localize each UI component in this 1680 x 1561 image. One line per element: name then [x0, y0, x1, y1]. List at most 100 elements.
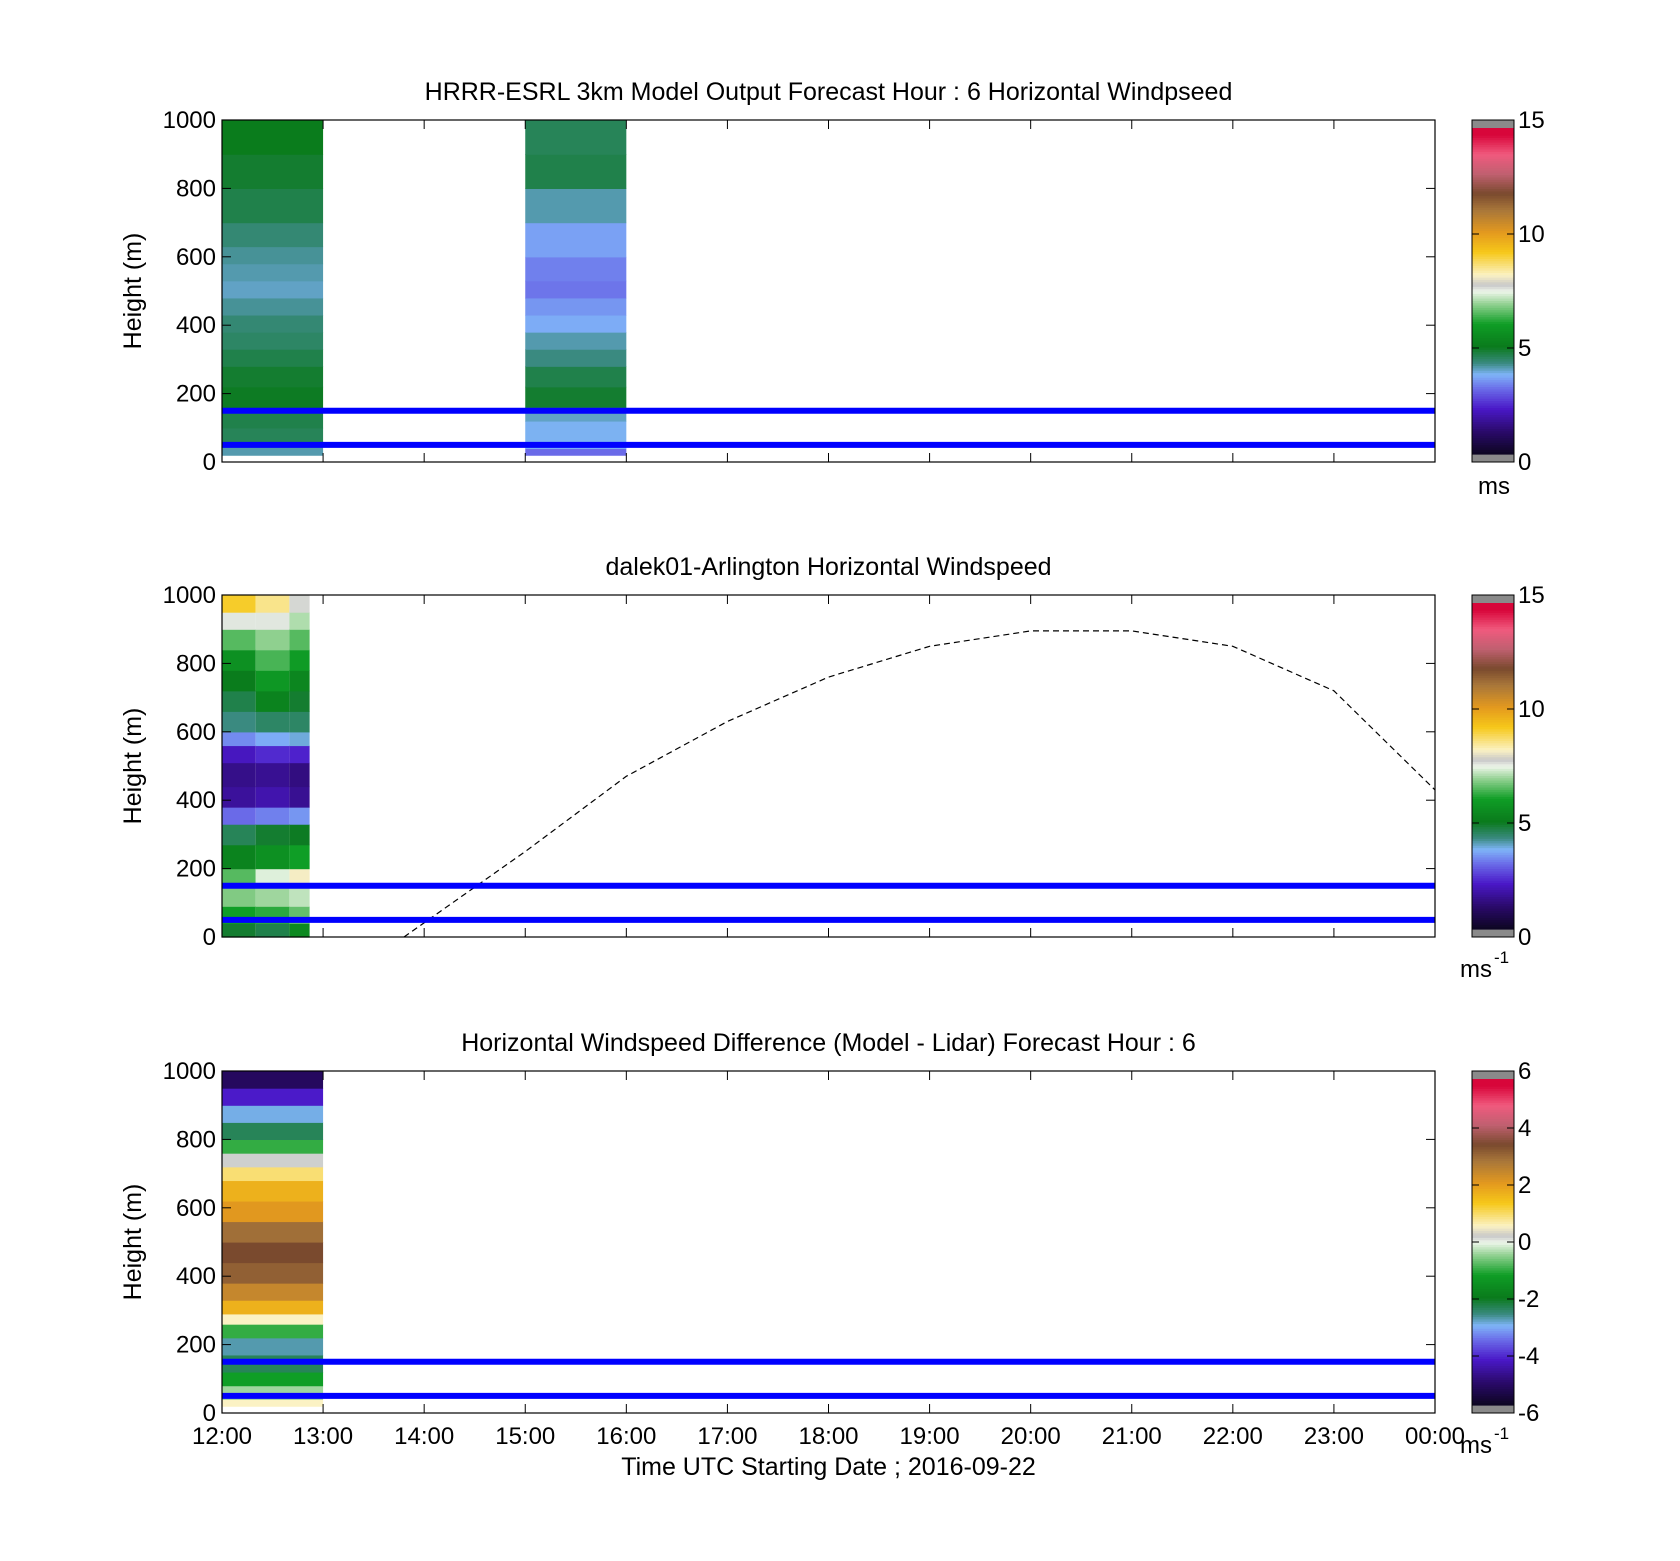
- heatmap-cell: [289, 786, 310, 808]
- colorbar-segment: [1472, 824, 1514, 828]
- colorbar-segment: [1472, 845, 1514, 849]
- heatmap-cell: [525, 297, 627, 316]
- heatmap-cell: [222, 670, 256, 692]
- colorbar-segment: [1472, 419, 1514, 422]
- colorbar-segment: [1472, 630, 1514, 634]
- colorbar-segment: [1472, 665, 1514, 669]
- colorbar-segment: [1472, 1365, 1514, 1369]
- colorbar-unit-label: ms: [1460, 1432, 1492, 1459]
- colorbar-segment: [1472, 1160, 1514, 1164]
- colorbar-segment: [1472, 148, 1514, 152]
- colorbar-segment: [1472, 840, 1514, 844]
- colorbar-segment: [1472, 915, 1514, 918]
- colorbar-segment: [1472, 735, 1514, 739]
- colorbar-segment: [1472, 1099, 1514, 1103]
- colorbar-segment: [1472, 922, 1514, 925]
- colorbar-segment: [1472, 691, 1514, 695]
- heatmap-cell: [289, 612, 310, 630]
- heatmap-column: [222, 595, 256, 938]
- colorbar-segment: [1472, 1351, 1514, 1355]
- colorbar-segment: [1472, 377, 1514, 381]
- colorbar-segment: [1472, 1356, 1514, 1360]
- colorbar-segment: [1472, 204, 1514, 208]
- chart-panel-1: HRRR-ESRL 3km Model Output Forecast Hour…: [119, 78, 1545, 500]
- heatmap-cell: [222, 188, 324, 224]
- colorbar-segment: [1472, 214, 1514, 218]
- colorbar-segment: [1472, 910, 1514, 914]
- heatmap-cell: [222, 349, 324, 367]
- x-tick-label: 23:00: [1304, 1423, 1364, 1450]
- colorbar-segment: [1472, 838, 1514, 842]
- colorbar-segment: [1472, 873, 1514, 877]
- colorbar-segment: [1472, 447, 1514, 450]
- chart-title: Horizontal Windspeed Difference (Model -…: [461, 1029, 1196, 1057]
- y-tick-label: 200: [176, 1332, 216, 1359]
- heatmap-cell: [222, 1371, 324, 1387]
- colorbar-segment: [1472, 1342, 1514, 1346]
- colorbar-segment: [1472, 134, 1514, 138]
- heatmap-cell: [222, 762, 256, 788]
- colorbar-segment: [1472, 1255, 1514, 1259]
- colorbar-segment: [1472, 812, 1514, 816]
- colorbar-segment: [1472, 395, 1514, 399]
- colorbar-segment: [1472, 1304, 1514, 1308]
- heatmap-cell: [289, 629, 310, 651]
- colorbar-segment: [1472, 877, 1514, 881]
- colorbar-segment: [1472, 1167, 1514, 1171]
- colorbar-segment: [1472, 828, 1514, 832]
- heatmap-cell: [525, 154, 627, 189]
- colorbar-segment: [1472, 637, 1514, 641]
- colorbar-segment: [1472, 1372, 1514, 1376]
- colorbar-segment: [1472, 1325, 1514, 1329]
- dashed-curve: [403, 630, 1436, 938]
- colorbar-segment: [1472, 917, 1514, 921]
- colorbar-segment: [1472, 1137, 1514, 1141]
- colorbar-segment: [1472, 316, 1514, 320]
- colorbar-segment: [1472, 381, 1514, 385]
- colorbar-segment: [1472, 854, 1514, 858]
- colorbar-segment: [1472, 1293, 1514, 1297]
- colorbar-segment: [1472, 293, 1514, 297]
- x-tick-label: 22:00: [1203, 1423, 1263, 1450]
- colorbar-segment: [1472, 339, 1514, 343]
- colorbar-segment: [1472, 1269, 1514, 1273]
- colorbar-segment: [1472, 731, 1514, 734]
- colorbar-segment: [1472, 323, 1514, 327]
- heatmap-cell: [222, 885, 256, 907]
- colorbar-segment: [1472, 1174, 1514, 1178]
- colorbar-segment: [1472, 805, 1514, 809]
- colorbar-segment: [1472, 332, 1514, 336]
- colorbar-segment: [1472, 349, 1514, 353]
- colorbar-segment: [1472, 861, 1514, 865]
- y-tick-label: 600: [176, 719, 216, 746]
- colorbar-segment: [1472, 775, 1514, 779]
- colorbar-segment: [1472, 847, 1514, 851]
- colorbar-segment: [1472, 726, 1514, 730]
- colorbar-segment: [1472, 784, 1514, 788]
- colorbar-segment: [1472, 1337, 1514, 1341]
- colorbar-segment: [1472, 360, 1514, 364]
- colorbar-segment: [1472, 668, 1514, 672]
- heatmap-cell: [222, 427, 324, 443]
- heatmap-cell: [525, 188, 627, 224]
- colorbar-segment: [1472, 710, 1514, 714]
- colorbar-segment: [1472, 1188, 1514, 1192]
- colorbar-segment: [1472, 1274, 1514, 1278]
- heatmap-cell: [289, 745, 310, 764]
- colorbar-segment: [1472, 363, 1514, 367]
- colorbar-segment: [1472, 358, 1514, 362]
- colorbar-segment: [1472, 656, 1514, 660]
- colorbar-segment: [1472, 745, 1514, 748]
- heatmap-cell: [222, 844, 256, 870]
- colorbar-segment: [1472, 1300, 1514, 1304]
- colorbar-segment: [1472, 789, 1514, 793]
- colorbar-segment: [1472, 1237, 1514, 1241]
- heatmap-cell: [222, 120, 324, 155]
- x-tick-label: 14:00: [394, 1423, 454, 1450]
- colorbar-tick-label: 0: [1518, 449, 1531, 476]
- colorbar-tick-label: 15: [1518, 582, 1545, 609]
- colorbar-segment: [1472, 195, 1514, 199]
- colorbar-segment: [1472, 1172, 1514, 1176]
- colorbar-segment: [1472, 1302, 1514, 1306]
- colorbar-segment: [1472, 654, 1514, 658]
